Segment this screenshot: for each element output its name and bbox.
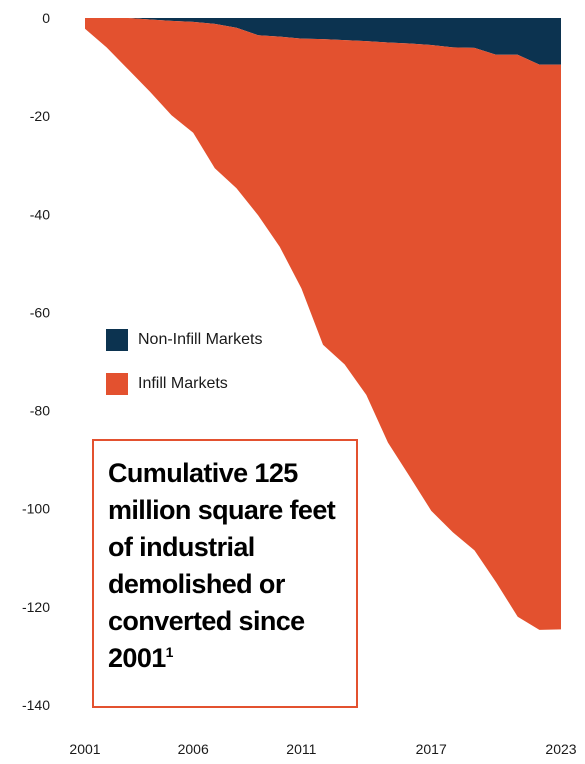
x-axis-ticks: 2001 2006 2011 2017 2023 xyxy=(69,741,576,757)
x-tick-label: 2006 xyxy=(178,741,209,757)
callout-box: Cumulative 125 million square feet of in… xyxy=(92,439,358,708)
legend: Non-Infill Markets Infill Markets xyxy=(106,326,262,414)
area-infill-markets xyxy=(85,18,561,630)
legend-item-infill: Infill Markets xyxy=(106,370,262,398)
legend-label-infill: Infill Markets xyxy=(138,375,228,392)
legend-swatch-non-infill xyxy=(106,329,128,351)
callout-footnote: 1 xyxy=(165,644,174,660)
y-tick-label: -20 xyxy=(30,108,50,124)
x-tick-label: 2023 xyxy=(545,741,576,757)
legend-item-non-infill: Non-Infill Markets xyxy=(106,326,262,354)
x-tick-label: 2017 xyxy=(416,741,447,757)
callout-text: Cumulative 125 million square feet of in… xyxy=(108,455,342,677)
y-tick-label: -40 xyxy=(30,206,50,222)
x-tick-label: 2001 xyxy=(69,741,100,757)
y-tick-label: -80 xyxy=(30,403,50,419)
x-tick-label: 2011 xyxy=(286,741,316,757)
y-axis-ticks: 0 -20 -40 -60 -80 -100 -120 -140 xyxy=(22,10,50,713)
y-tick-label: -140 xyxy=(22,697,50,713)
y-tick-label: -100 xyxy=(22,501,50,517)
y-tick-label: -120 xyxy=(22,599,50,615)
legend-label-non-infill: Non-Infill Markets xyxy=(138,331,263,348)
chart-areas xyxy=(85,18,561,630)
callout-text-body: Cumulative 125 million square feet of in… xyxy=(108,458,336,673)
y-tick-label: 0 xyxy=(42,10,50,26)
legend-swatch-infill xyxy=(106,373,128,395)
y-tick-label: -60 xyxy=(30,304,50,320)
area-non-infill-markets xyxy=(85,18,561,65)
